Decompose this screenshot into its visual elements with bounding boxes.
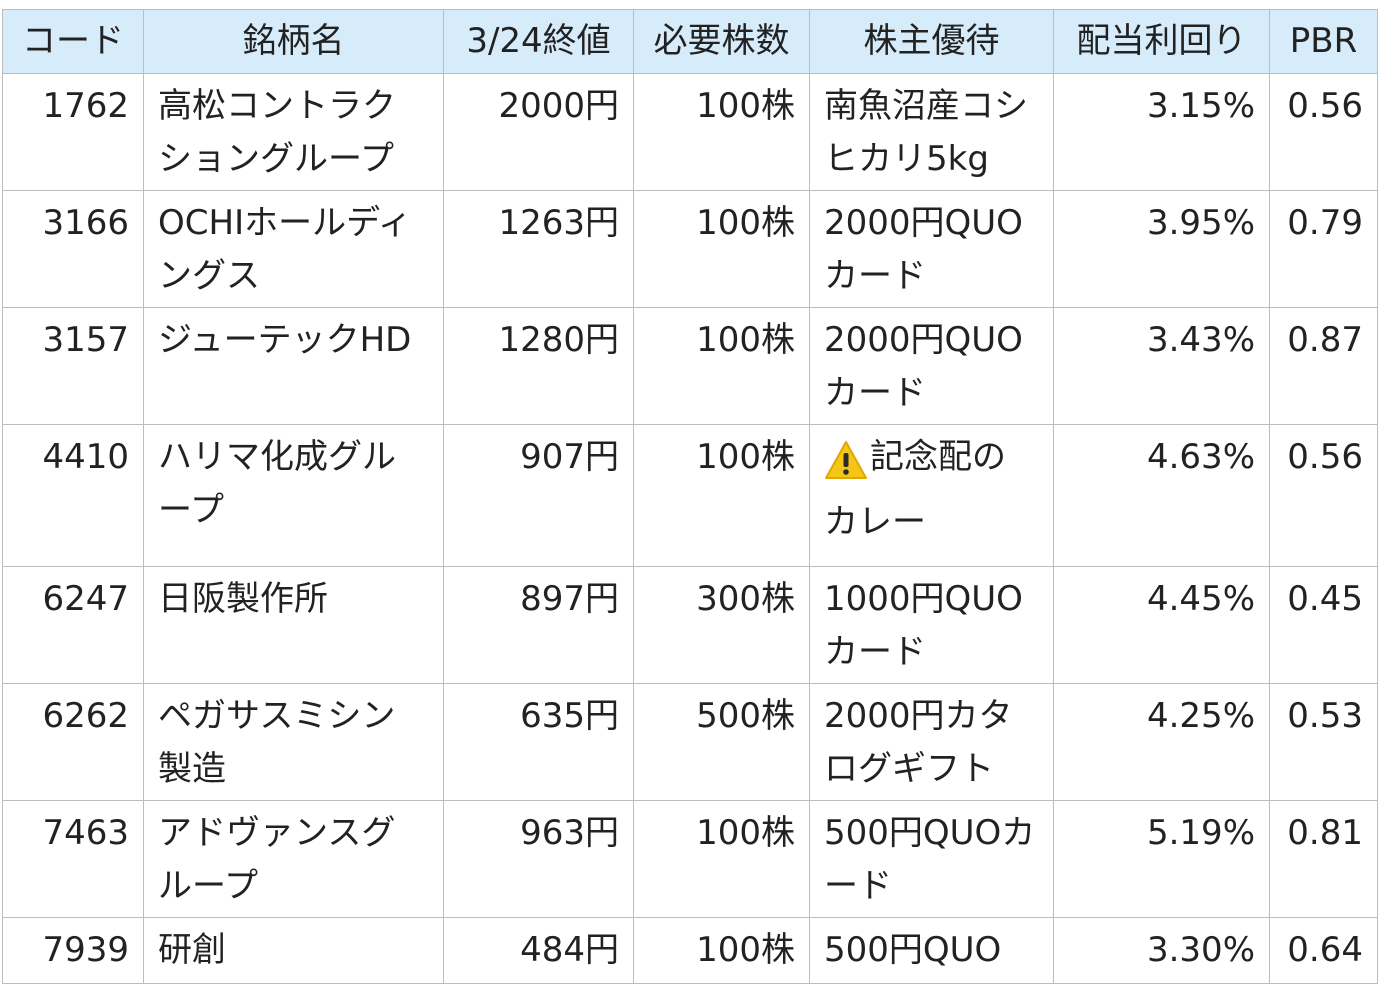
cell-code: 6247 xyxy=(2,566,144,684)
header-benefit: 株主優待 xyxy=(809,9,1054,74)
cell-price: 484円 xyxy=(443,917,634,984)
cell-benefit: 500円QUO xyxy=(809,917,1054,984)
cell-name: ジューテックHD xyxy=(143,307,444,425)
cell-yield: 3.95% xyxy=(1053,190,1270,308)
cell-name: ハリマ化成グループ xyxy=(143,424,444,567)
cell-pbr: 0.56 xyxy=(1269,424,1378,567)
table-row: 6262 ペガサスミシン製造 635円 500株 2000円カタログギフト 4.… xyxy=(2,683,1378,801)
cell-shares: 300株 xyxy=(633,566,810,684)
cell-pbr: 0.53 xyxy=(1269,683,1378,801)
table-row: 4410 ハリマ化成グループ 907円 100株 記念配のカレー 4.63% 0… xyxy=(2,424,1378,567)
cell-benefit: 南魚沼産コシヒカリ5kg xyxy=(809,73,1054,191)
cell-yield: 3.43% xyxy=(1053,307,1270,425)
header-yield: 配当利回り xyxy=(1053,9,1270,74)
cell-name: OCHIホールディングス xyxy=(143,190,444,308)
cell-code: 7939 xyxy=(2,917,144,984)
cell-price: 635円 xyxy=(443,683,634,801)
cell-code: 1762 xyxy=(2,73,144,191)
cell-shares: 500株 xyxy=(633,683,810,801)
stock-benefit-table: コード 銘柄名 3/24終値 必要株数 株主優待 配当利回り PBR 1762 … xyxy=(2,9,1378,984)
cell-price: 897円 xyxy=(443,566,634,684)
cell-benefit: 記念配のカレー xyxy=(809,424,1054,567)
cell-yield: 4.45% xyxy=(1053,566,1270,684)
cell-code: 4410 xyxy=(2,424,144,567)
cell-pbr: 0.79 xyxy=(1269,190,1378,308)
table-row: 7939 研創 484円 100株 500円QUO 3.30% 0.64 xyxy=(2,917,1378,984)
cell-pbr: 0.45 xyxy=(1269,566,1378,684)
cell-name: ペガサスミシン製造 xyxy=(143,683,444,801)
header-shares: 必要株数 xyxy=(633,9,810,74)
header-price: 3/24終値 xyxy=(443,9,634,74)
cell-shares: 100株 xyxy=(633,800,810,918)
table-row: 6247 日阪製作所 897円 300株 1000円QUOカード 4.45% 0… xyxy=(2,566,1378,684)
cell-code: 6262 xyxy=(2,683,144,801)
cell-shares: 100株 xyxy=(633,424,810,567)
table-row: 3166 OCHIホールディングス 1263円 100株 2000円QUOカード… xyxy=(2,190,1378,308)
cell-benefit: 1000円QUOカード xyxy=(809,566,1054,684)
cell-benefit: 2000円QUOカード xyxy=(809,190,1054,308)
cell-yield: 3.30% xyxy=(1053,917,1270,984)
cell-shares: 100株 xyxy=(633,917,810,984)
cell-shares: 100株 xyxy=(633,73,810,191)
table-row: 1762 高松コントラクショングループ 2000円 100株 南魚沼産コシヒカリ… xyxy=(2,73,1378,191)
cell-code: 7463 xyxy=(2,800,144,918)
header-row: コード 銘柄名 3/24終値 必要株数 株主優待 配当利回り PBR xyxy=(2,9,1378,74)
cell-shares: 100株 xyxy=(633,307,810,425)
cell-name: 研創 xyxy=(143,917,444,984)
cell-yield: 4.25% xyxy=(1053,683,1270,801)
cell-price: 1280円 xyxy=(443,307,634,425)
cell-benefit: 500円QUOカード xyxy=(809,800,1054,918)
cell-pbr: 0.81 xyxy=(1269,800,1378,918)
cell-yield: 3.15% xyxy=(1053,73,1270,191)
cell-price: 963円 xyxy=(443,800,634,918)
cell-code: 3166 xyxy=(2,190,144,308)
header-pbr: PBR xyxy=(1269,9,1378,74)
header-code: コード xyxy=(2,9,144,74)
header-name: 銘柄名 xyxy=(143,9,444,74)
cell-name: 高松コントラクショングループ xyxy=(143,73,444,191)
cell-code: 3157 xyxy=(2,307,144,425)
cell-yield: 4.63% xyxy=(1053,424,1270,567)
cell-benefit: 2000円QUOカード xyxy=(809,307,1054,425)
cell-name: アドヴァンスグループ xyxy=(143,800,444,918)
cell-yield: 5.19% xyxy=(1053,800,1270,918)
cell-price: 907円 xyxy=(443,424,634,567)
table-row: 7463 アドヴァンスグループ 963円 100株 500円QUOカード 5.1… xyxy=(2,800,1378,918)
table-row: 3157 ジューテックHD 1280円 100株 2000円QUOカード 3.4… xyxy=(2,307,1378,425)
cell-pbr: 0.56 xyxy=(1269,73,1378,191)
cell-shares: 100株 xyxy=(633,190,810,308)
benefit-text: 記念配のカレー xyxy=(824,437,1006,542)
cell-price: 2000円 xyxy=(443,73,634,191)
warning-icon xyxy=(824,440,868,496)
cell-price: 1263円 xyxy=(443,190,634,308)
cell-pbr: 0.64 xyxy=(1269,917,1378,984)
cell-name: 日阪製作所 xyxy=(143,566,444,684)
cell-pbr: 0.87 xyxy=(1269,307,1378,425)
cell-benefit: 2000円カタログギフト xyxy=(809,683,1054,801)
